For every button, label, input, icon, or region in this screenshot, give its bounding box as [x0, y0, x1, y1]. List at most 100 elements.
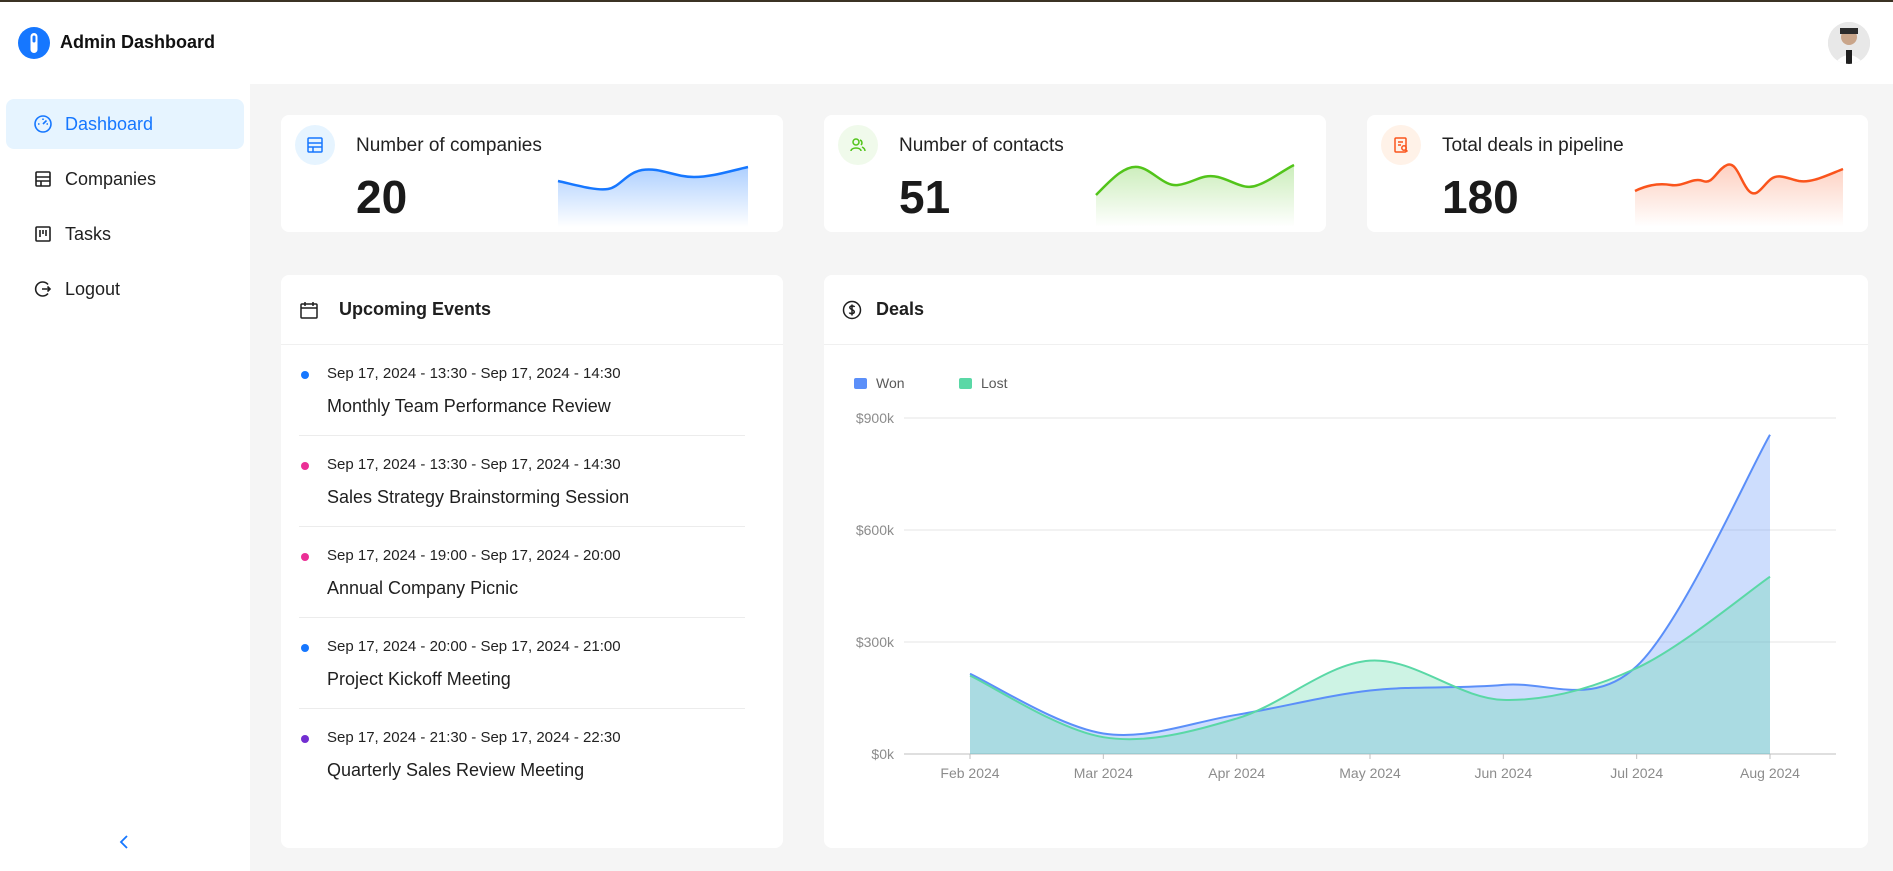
dashboard-icon	[33, 114, 53, 134]
collapse-sidebar-button[interactable]	[112, 830, 136, 854]
upcoming-events-card: Upcoming Events Sep 17, 2024 - 13:30 - S…	[281, 275, 783, 848]
legend-swatch	[959, 377, 972, 389]
x-tick-label: Feb 2024	[940, 765, 999, 781]
chevron-left-icon	[119, 835, 128, 849]
data-point-won[interactable]	[1368, 689, 1372, 693]
series-line-won[interactable]	[969, 434, 1771, 736]
event-time: Sep 17, 2024 - 20:00 - Sep 17, 2024 - 21…	[327, 638, 621, 655]
kanban-icon	[33, 224, 53, 244]
series-line-lost[interactable]	[969, 575, 1771, 741]
event-item[interactable]: Sep 17, 2024 - 19:00 - Sep 17, 2024 - 20…	[299, 527, 745, 618]
data-point-lost[interactable]	[1235, 717, 1239, 721]
legend-item-won[interactable]: Won	[854, 375, 905, 391]
x-tick-label: Apr 2024	[1208, 765, 1265, 781]
stat-label: Number of companies	[356, 135, 542, 156]
event-item[interactable]: Sep 17, 2024 - 13:30 - Sep 17, 2024 - 14…	[299, 436, 745, 527]
series-area-lost	[970, 576, 1770, 754]
deals-sparkline	[1634, 163, 1844, 227]
audit-icon	[1394, 137, 1409, 153]
event-time: Sep 17, 2024 - 21:30 - Sep 17, 2024 - 22…	[327, 729, 621, 746]
data-point-lost[interactable]	[1101, 735, 1105, 739]
event-time: Sep 17, 2024 - 13:30 - Sep 17, 2024 - 14…	[327, 456, 621, 473]
team-icon	[850, 138, 866, 152]
card-title: Upcoming Events	[339, 299, 492, 319]
shop-icon	[307, 137, 323, 153]
event-dot	[301, 462, 309, 470]
sidebar-item-dashboard[interactable]: Dashboard	[6, 99, 244, 149]
logout-icon	[33, 279, 53, 299]
data-point-lost[interactable]	[1635, 666, 1639, 670]
event-item[interactable]: Sep 17, 2024 - 20:00 - Sep 17, 2024 - 21…	[299, 618, 745, 709]
event-dot	[301, 735, 309, 743]
sidebar-item-label: Logout	[65, 278, 121, 299]
card-header: Deals	[824, 275, 1868, 345]
data-point-lost[interactable]	[1501, 698, 1505, 702]
stat-icon-wrap	[1381, 125, 1421, 165]
stat-card-deals: Total deals in pipeline 180	[1367, 115, 1868, 232]
top-header: Admin Dashboard	[0, 2, 1893, 84]
series-area-won	[970, 434, 1770, 754]
legend-item-lost[interactable]: Lost	[959, 375, 1007, 391]
shop-icon	[33, 169, 53, 189]
x-tick-label: Aug 2024	[1740, 765, 1800, 781]
sidebar-item-companies[interactable]: Companies	[6, 154, 244, 204]
x-tick-label: May 2024	[1339, 765, 1401, 781]
x-tick-label: Jul 2024	[1610, 765, 1663, 781]
sidebar-item-tasks[interactable]: Tasks	[6, 209, 244, 259]
data-point-won[interactable]	[1101, 731, 1105, 735]
stat-value: 180	[1442, 171, 1519, 223]
event-title: Quarterly Sales Review Meeting	[327, 760, 585, 780]
event-item[interactable]: Sep 17, 2024 - 21:30 - Sep 17, 2024 - 22…	[299, 709, 745, 800]
event-dot	[301, 371, 309, 379]
card-title: Deals	[876, 299, 925, 319]
data-point-lost[interactable]	[968, 674, 972, 678]
event-dot	[301, 644, 309, 652]
stat-value: 51	[899, 171, 951, 223]
data-point-won[interactable]	[1768, 433, 1772, 437]
data-point-lost[interactable]	[1768, 575, 1772, 579]
user-avatar-icon	[1828, 22, 1870, 64]
data-point-lost[interactable]	[1368, 659, 1372, 663]
data-point-won[interactable]	[1235, 713, 1239, 717]
event-dot	[301, 553, 309, 561]
x-tick-label: Jun 2024	[1475, 765, 1533, 781]
calendar-icon	[300, 301, 318, 319]
legend-label: Won	[876, 375, 905, 391]
event-time: Sep 17, 2024 - 19:00 - Sep 17, 2024 - 20…	[327, 547, 621, 564]
stat-card-contacts: Number of contacts 51	[824, 115, 1326, 232]
companies-sparkline	[557, 165, 749, 227]
sidebar-item-logout[interactable]: Logout	[6, 264, 244, 314]
x-tick-label: Mar 2024	[1074, 765, 1133, 781]
sidebar-item-label: Tasks	[65, 223, 112, 244]
y-tick-label: $600k	[856, 522, 895, 538]
app-title: Admin Dashboard	[60, 32, 216, 52]
event-item[interactable]: Sep 17, 2024 - 13:30 - Sep 17, 2024 - 14…	[299, 345, 745, 436]
deals-card: Deals Won Lost $0k $300k $600k $900k Feb 202…	[824, 275, 1868, 848]
stat-icon-wrap	[838, 125, 878, 165]
event-title: Project Kickoff Meeting	[327, 669, 511, 689]
event-title: Annual Company Picnic	[327, 578, 519, 598]
y-tick-label: $300k	[856, 634, 895, 650]
event-title: Monthly Team Performance Review	[327, 396, 611, 416]
y-tick-label: $0k	[871, 746, 895, 762]
data-point-won[interactable]	[1501, 683, 1505, 687]
stat-card-companies: Number of companies 20	[281, 115, 783, 232]
card-header: Upcoming Events	[281, 275, 783, 345]
stat-label: Total deals in pipeline	[1442, 135, 1624, 156]
legend-label: Lost	[981, 375, 1008, 391]
app-logo-icon[interactable]	[18, 27, 50, 59]
stat-value: 20	[356, 171, 408, 223]
event-time: Sep 17, 2024 - 13:30 - Sep 17, 2024 - 14…	[327, 365, 621, 382]
legend-swatch	[854, 377, 867, 389]
contacts-sparkline	[1095, 163, 1295, 227]
avatar[interactable]	[1828, 22, 1870, 64]
event-title: Sales Strategy Brainstorming Session	[327, 487, 630, 507]
stat-label: Number of contacts	[899, 135, 1064, 156]
sidebar-item-label: Dashboard	[65, 113, 154, 134]
stat-icon-wrap	[295, 125, 335, 165]
deals-area-chart: $0k $300k $600k $900k Feb 2024 Mar 2024 Apr 20…	[856, 410, 1836, 781]
dollar-icon	[842, 300, 862, 319]
y-tick-label: $900k	[856, 410, 895, 426]
sidebar-item-label: Companies	[65, 168, 157, 189]
sidebar: Dashboard Companies Tasks Logout	[0, 84, 250, 871]
